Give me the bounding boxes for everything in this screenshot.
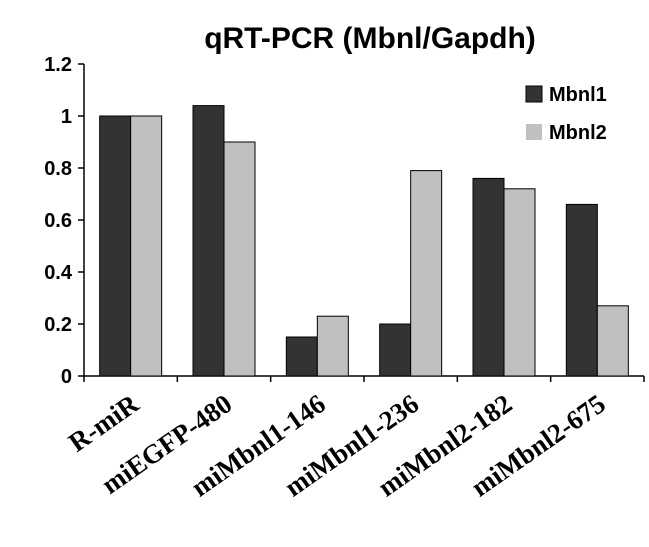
legend-swatch-mbnl1 <box>525 85 543 103</box>
bar-mbnl2-mimbnl2-675 <box>596 305 629 377</box>
chart-title: qRT-PCR (Mbnl/Gapdh) <box>204 22 536 55</box>
axes <box>78 63 645 382</box>
y-tick-label: 0.8 <box>44 158 72 180</box>
bars <box>99 105 629 377</box>
legend-swatch-mbnl2 <box>526 124 542 140</box>
legend-label-mbnl1: Mbnl1 <box>549 84 607 106</box>
bar-mbnl2-miegfp-480 <box>223 141 256 377</box>
y-tick-label: 0.2 <box>44 314 72 336</box>
x-tick-label: R-miR <box>63 388 144 458</box>
y-tick-label: 0 <box>61 366 72 388</box>
bar-mbnl1-mimbnl2-675 <box>565 203 598 377</box>
bar-mbnl2-mimbnl1-146 <box>316 315 349 377</box>
bar-mbnl1-mimbnl1-146 <box>285 336 318 377</box>
bar-mbnl2-mimbnl2-182 <box>503 188 536 377</box>
legend-label-mbnl2: Mbnl2 <box>549 122 607 144</box>
y-tick-label: 1 <box>61 106 72 128</box>
bar-mbnl1-mimbnl2-182 <box>472 177 505 377</box>
legend: Mbnl1 Mbnl2 <box>525 84 607 144</box>
y-tick-label: 1.2 <box>44 54 72 76</box>
bar-mbnl1-miegfp-480 <box>192 105 225 377</box>
bar-mbnl2-r-mir <box>130 115 163 377</box>
y-tick-label: 0.6 <box>44 210 72 232</box>
bar-mbnl2-mimbnl1-236 <box>410 170 443 377</box>
bar-mbnl1-mimbnl1-236 <box>379 323 412 377</box>
y-tick-label: 0.4 <box>44 262 73 284</box>
bar-mbnl1-r-mir <box>99 115 132 377</box>
